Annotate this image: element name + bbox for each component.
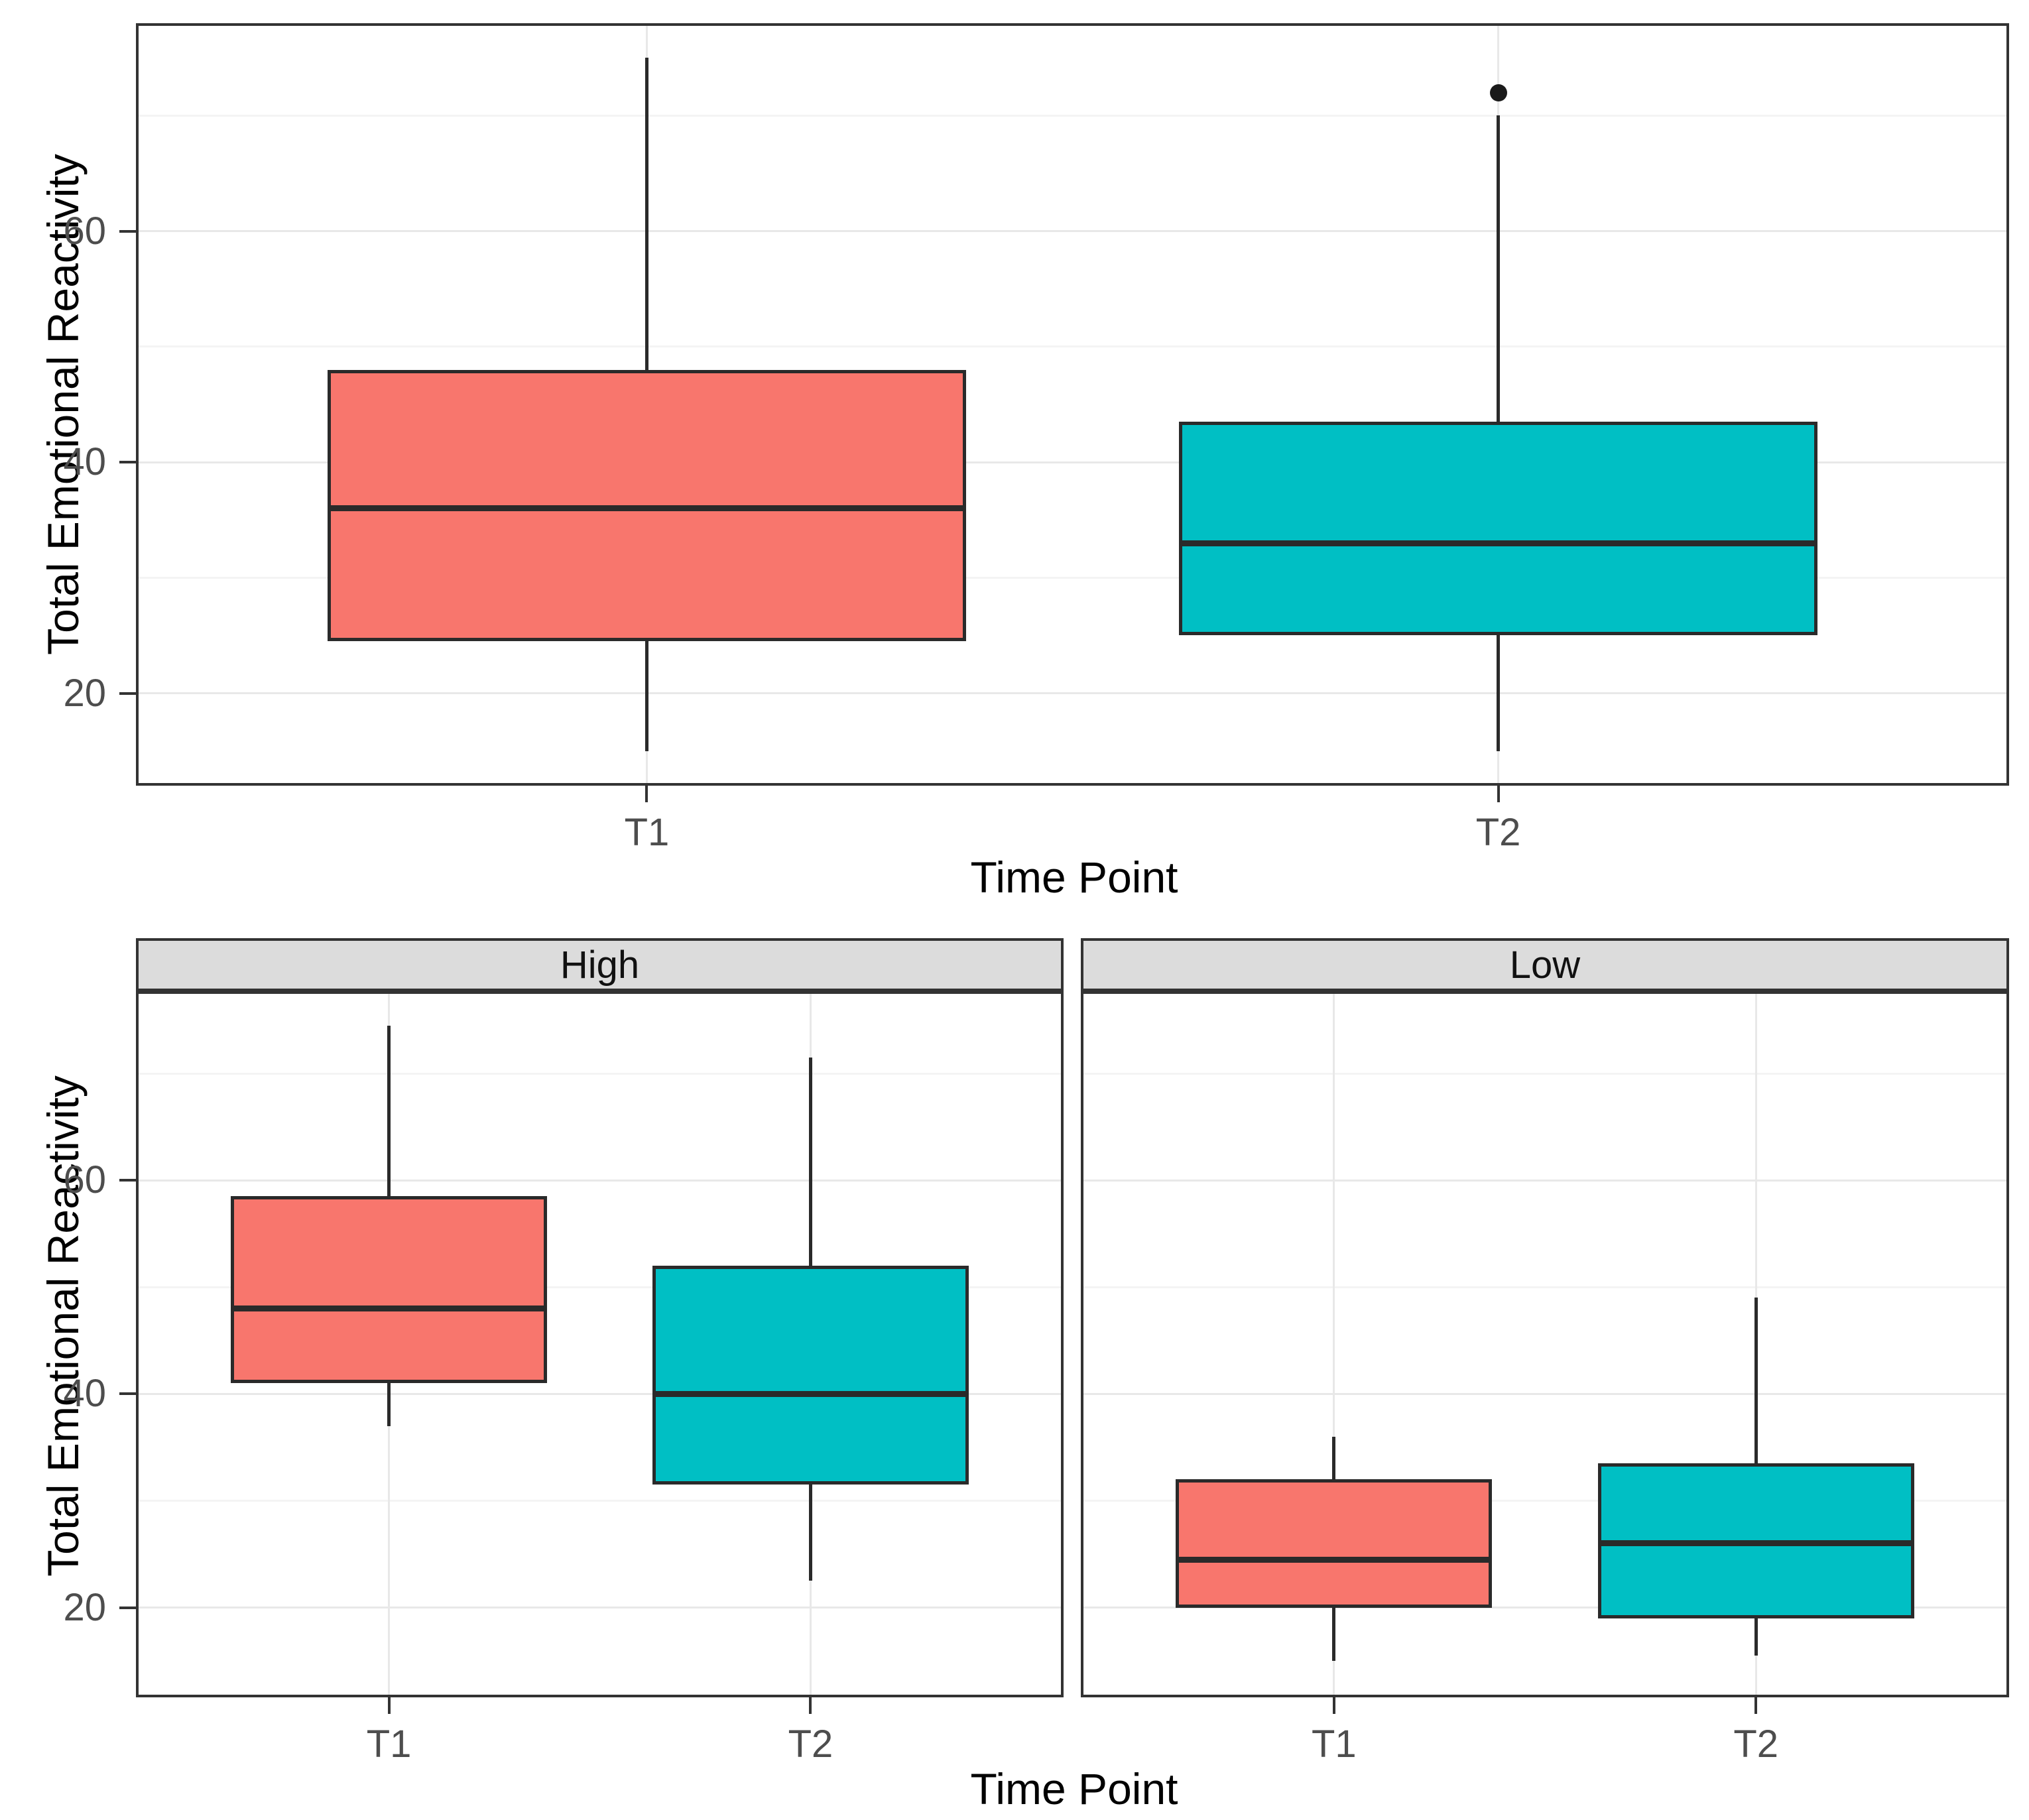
top-y-tick-20	[119, 692, 136, 695]
top-plot-panel	[136, 23, 2009, 786]
facet-high-x-tick-T2	[809, 1697, 812, 1714]
facet-high-x-tick-T1	[387, 1697, 391, 1714]
gridline-minor-y50	[136, 345, 2009, 348]
gridline-major-y60	[136, 230, 2009, 233]
bottom-y-tick-label-40: 40	[63, 1372, 106, 1416]
facet-high-box-T2	[652, 1266, 969, 1485]
top-y-tick-label-60: 60	[63, 209, 106, 253]
top-y-tick-label-40: 40	[63, 440, 106, 484]
facet-strip-high: High	[136, 938, 1064, 991]
gridline-major-y40	[136, 461, 2009, 463]
facet-high-median-T2	[652, 1390, 969, 1397]
facet-low-box-T1	[1176, 1479, 1493, 1608]
top-x-tick-label-T2: T2	[1475, 811, 1521, 854]
facet-strip-label-low: Low	[1509, 943, 1581, 987]
gridline-minor-y50	[136, 1286, 1064, 1288]
bottom-y-tick-20	[119, 1606, 136, 1609]
top-median-T1	[327, 505, 966, 512]
facet-low-x-tick-label-T2: T2	[1733, 1723, 1779, 1766]
gridline-minor-y70	[136, 1072, 1064, 1075]
gridline-minor-y70	[1081, 1072, 2009, 1075]
top-x-tick-T2	[1497, 786, 1500, 802]
top-chart-x-axis-title: Time Point	[970, 853, 1178, 902]
top-x-tick-label-T1: T1	[624, 811, 670, 854]
top-y-tick-40	[119, 461, 136, 464]
facet-low-median-T2	[1597, 1540, 1914, 1547]
facet-low-median-T1	[1176, 1556, 1493, 1563]
facet-strip-label-high: High	[560, 943, 640, 987]
bottom-y-tick-label-60: 60	[63, 1158, 106, 1202]
top-box-T2	[1179, 422, 1818, 636]
gridline-major-y20	[136, 1607, 1064, 1609]
gridline-major-y20	[136, 692, 2009, 695]
bottom-y-tick-60	[119, 1179, 136, 1182]
facet-low-x-tick-T1	[1332, 1697, 1335, 1714]
top-y-tick-label-20: 20	[63, 671, 106, 715]
gridline-major-x-T1	[1333, 991, 1335, 1697]
gridline-major-y60	[136, 1179, 1064, 1182]
bottom-chart-x-axis-title: Time Point	[970, 1764, 1178, 1813]
facet-strip-low: Low	[1081, 938, 2009, 991]
gridline-major-y40	[1081, 1392, 2009, 1395]
gridline-minor-y50	[1081, 1286, 2009, 1288]
gridline-minor-y70	[136, 114, 2009, 117]
gridline-major-y40	[136, 1392, 1064, 1395]
top-median-T2	[1179, 540, 1818, 546]
facet-high-x-tick-label-T1: T1	[366, 1723, 412, 1766]
bottom-y-tick-40	[119, 1392, 136, 1396]
gridline-major-y60	[1081, 1179, 2009, 1182]
facet-high-plot-panel	[136, 991, 1064, 1697]
facet-low-plot-panel	[1081, 991, 2009, 1697]
bottom-y-tick-label-20: 20	[63, 1585, 106, 1629]
top-x-tick-T1	[645, 786, 648, 802]
gridline-minor-y30	[136, 1500, 1064, 1502]
top-y-tick-60	[119, 229, 136, 233]
facet-high-x-tick-label-T2: T2	[788, 1723, 833, 1766]
top-outlier-T2-0	[1489, 84, 1507, 101]
gridline-minor-y30	[1081, 1500, 2009, 1502]
facet-low-x-tick-T2	[1754, 1697, 1758, 1714]
facet-low-x-tick-label-T1: T1	[1311, 1723, 1357, 1766]
facet-high-median-T1	[231, 1305, 547, 1312]
gridline-major-y20	[1081, 1607, 2009, 1609]
facet-high-box-T1	[231, 1196, 547, 1384]
gridline-minor-y30	[136, 576, 2009, 579]
